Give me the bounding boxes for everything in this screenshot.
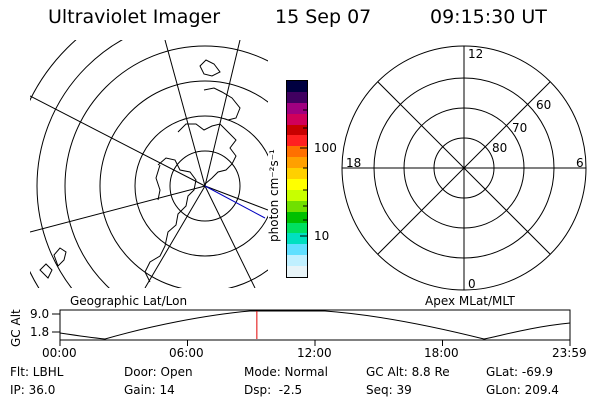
geographic-label: Geographic Lat/Lon [70, 294, 188, 308]
timeline-x-tick-0600: 06:00 [169, 346, 204, 360]
status-gc-alt: GC Alt: 8.8 Re [366, 365, 450, 379]
colorbar-band [287, 255, 307, 267]
colorbar-band [287, 124, 307, 137]
colorbar-band [287, 81, 307, 93]
mlt-label-6: 6 [576, 156, 584, 170]
colorbar-band [287, 211, 307, 224]
colorbar-band [287, 91, 307, 104]
satellite-track [204, 185, 266, 219]
coastline [144, 157, 197, 283]
status-gain: Gain: 14 [124, 383, 175, 397]
colorbar [286, 80, 308, 278]
timeline-frame [59, 309, 571, 341]
status-ip: IP: 36.0 [10, 383, 56, 397]
timeline-y-tick-1-8: 1.8 [30, 325, 50, 339]
timeline-x-tick-1200: 12:00 [297, 346, 332, 360]
meridian [204, 185, 256, 288]
mlt-label-18: 18 [346, 156, 362, 170]
colorbar-band [287, 135, 307, 147]
status-glat: GLat: -69.9 [486, 365, 553, 379]
observation-date: 15 Sep 07 [275, 6, 372, 28]
mlt-label-0: 0 [468, 277, 476, 291]
timeline-x-tick-1800: 18:00 [424, 346, 459, 360]
colorbar-band [287, 113, 307, 126]
colorbar-band [287, 222, 307, 235]
colorbar-tick-100: 100 [314, 141, 337, 155]
apex-label: Apex MLat/MLT [425, 294, 515, 308]
colorbar-band [287, 244, 307, 256]
status-door: Door: Open [124, 365, 193, 379]
timeline-y-tick-9: 9.0 [30, 307, 50, 321]
status-filter: Flt: LBHL [10, 365, 64, 379]
meridian [30, 95, 206, 187]
meridian [204, 40, 241, 187]
status-mode: Mode: Normal [244, 365, 328, 379]
coastline [177, 123, 237, 185]
colorbar-band [287, 168, 307, 180]
status-dsp: Dsp: -2.5 [244, 383, 303, 397]
colorbar-band [287, 200, 307, 213]
mlat-label-60: 60 [536, 98, 552, 112]
colorbar-band [287, 157, 307, 169]
colorbar-band [287, 179, 307, 191]
colorbar-tick-10: 10 [314, 229, 330, 243]
coastline [199, 59, 221, 77]
lat-ring [169, 150, 241, 222]
timeline-y-label: GC Alt [9, 309, 23, 347]
status-glon: GLon: 209.4 [486, 383, 559, 397]
observation-time: 09:15:30 UT [430, 6, 547, 28]
colorbar-band [287, 102, 307, 115]
coastline [155, 164, 161, 201]
mlt-label-12: 12 [468, 47, 484, 61]
instrument-title: Ultraviolet Imager [48, 6, 221, 28]
meridian [144, 185, 206, 288]
mlat-label-80: 80 [492, 141, 508, 155]
mlat-label-70: 70 [512, 121, 528, 135]
altitude-curve [59, 310, 571, 340]
meridian [30, 185, 206, 233]
meridian [164, 40, 206, 187]
mlt-line-diagonal [377, 81, 551, 255]
coastline [203, 87, 241, 121]
lat-ring [99, 80, 268, 288]
timeline-x-tick-0000: 00:00 [42, 346, 77, 360]
timeline-x-tick-2359: 23:59 [552, 346, 587, 360]
lat-ring [134, 115, 268, 257]
colorbar-band [287, 233, 307, 245]
coastline [39, 263, 53, 279]
colorbar-band [287, 189, 307, 202]
lat-ring [36, 40, 123, 288]
lat-ring [64, 45, 268, 288]
coastline [53, 247, 67, 267]
meridian [204, 185, 268, 211]
colorbar-band [287, 266, 307, 277]
status-seq: Seq: 39 [366, 383, 412, 397]
colorbar-band [287, 146, 307, 158]
